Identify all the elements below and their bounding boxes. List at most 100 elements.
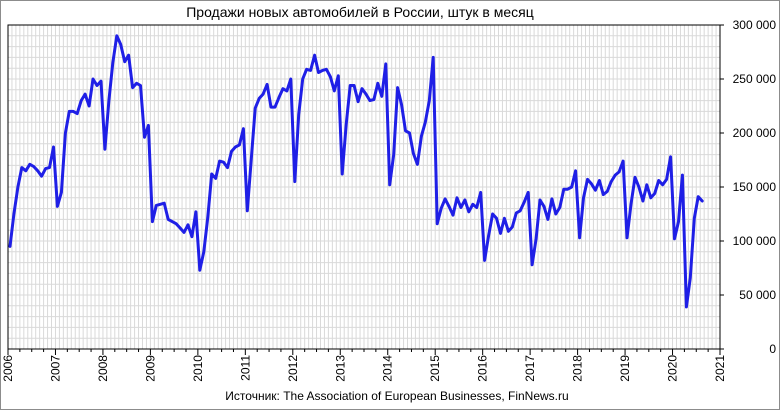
data-point [333,89,336,93]
data-point [653,192,656,195]
data-point [206,216,209,219]
data-point [159,203,162,206]
data-point [64,131,67,135]
x-axis-labels: 2006 2007 2008 2009 2010 2011 2012 2013 2014 2015… [1,355,727,382]
x-tick-label: 2012 [286,355,300,382]
data-point [60,191,63,194]
data-point [625,236,629,239]
data-point [52,145,55,149]
data-point [645,183,648,186]
data-point [111,61,115,64]
x-tick-label: 2008 [96,355,110,382]
x-tick-label: 2010 [191,355,205,382]
data-point [590,182,593,185]
data-point [669,155,672,158]
data-point [479,191,482,194]
data-point [99,80,103,83]
data-point [218,159,221,163]
data-point [20,166,23,169]
data-point [404,129,407,132]
x-tick-label: 2016 [476,355,490,382]
series-group [8,34,704,309]
data-point [550,197,554,201]
data-point [80,99,83,102]
data-point [610,180,613,183]
data-point [76,112,79,115]
data-point [214,177,217,180]
data-point [701,199,704,203]
data-point [32,165,35,168]
data-point [693,217,696,220]
data-point [443,197,447,201]
data-point [115,34,119,37]
y-tick-label: 100 000 [733,234,777,248]
data-point [356,100,360,103]
data-point [269,105,273,109]
data-point [447,205,451,208]
data-point [119,43,122,46]
axis-ticks [7,24,724,355]
data-point [309,69,312,72]
data-point [123,60,126,63]
data-point [689,276,692,279]
data-point [285,89,289,93]
data-point [325,68,328,71]
data-point [400,103,403,107]
data-point [103,148,107,151]
data-point [436,222,439,225]
y-tick-label: 300 000 [733,18,777,32]
data-point [657,179,660,182]
data-point [428,99,431,102]
data-point [566,188,569,191]
x-tick-label: 2011 [238,355,252,381]
data-point [606,190,609,193]
data-point [305,68,308,71]
data-point [546,218,550,221]
data-point [258,97,261,100]
data-point [24,169,27,172]
data-point [372,98,376,101]
data-point [155,204,158,207]
data-point [190,235,194,238]
data-point [621,159,625,163]
data-point [685,305,688,309]
data-point [364,92,368,96]
data-point [341,172,344,176]
data-point [242,127,245,130]
data-point [586,178,589,181]
data-point [313,54,316,57]
y-tick-label: 250 000 [733,72,777,86]
data-point [530,263,534,266]
data-point [87,104,91,108]
data-point [471,203,474,206]
data-point [210,172,213,176]
data-point [578,236,581,239]
data-point [139,84,142,87]
data-point [28,163,31,166]
data-point [562,188,565,191]
data-point [289,77,292,81]
data-point [641,199,645,203]
data-point [491,212,494,216]
chart-title: Продажи новых автомобилей в России, штук… [186,4,534,20]
data-point [384,62,387,66]
data-point [91,77,95,81]
data-point [574,169,577,172]
data-point [424,121,427,124]
x-tick-label: 2009 [143,355,157,382]
data-point [558,206,561,209]
data-point [198,269,201,272]
data-point [12,212,16,216]
data-point [281,87,285,90]
data-point [127,54,130,57]
data-point [202,250,205,253]
data-point [254,107,257,110]
data-point [8,245,12,248]
data-point [368,99,372,102]
data-point [408,131,411,135]
data-point [234,145,237,149]
data-point [36,169,39,172]
data-point [83,92,87,96]
